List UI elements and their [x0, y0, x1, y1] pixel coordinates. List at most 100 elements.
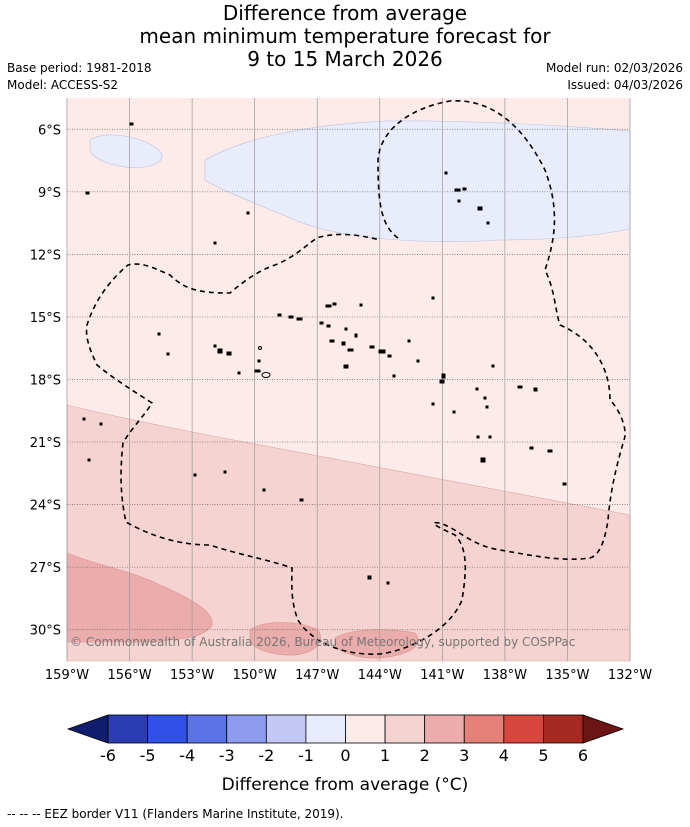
island: [319, 321, 324, 325]
island: [462, 187, 467, 191]
island: [483, 396, 487, 400]
island: [99, 422, 103, 426]
island: [223, 470, 227, 474]
lon-label: 138°W: [483, 668, 527, 683]
colorbar-tick: 3: [459, 746, 469, 765]
island: [193, 473, 197, 477]
island: [226, 351, 232, 356]
latitude-labels: 6°S 9°S 12°S 15°S 18°S 21°S 24°S 27°S 30°S: [30, 123, 61, 638]
copyright: © Commonwealth of Australia 2026, Bureau…: [70, 635, 575, 649]
island: [343, 364, 349, 369]
colorbar-tick: -3: [219, 746, 235, 765]
island: [82, 417, 86, 421]
island: [457, 199, 461, 203]
island: [217, 348, 223, 354]
lon-label: 153°W: [170, 668, 214, 683]
island: [277, 313, 282, 317]
island: [332, 302, 337, 306]
colorbar-tick: 5: [538, 746, 548, 765]
map-figure: © Commonwealth of Australia 2026, Bureau…: [30, 98, 652, 795]
island: [387, 354, 392, 358]
island: [157, 332, 161, 336]
island: [296, 317, 303, 321]
island: [416, 359, 420, 363]
lat-label: 9°S: [38, 186, 61, 201]
colorbar-segment: [463, 714, 505, 744]
island: [367, 575, 372, 580]
lon-label: 135°W: [545, 668, 589, 683]
meta-left: Base period: 1981-2018 Model: ACCESS-S2: [7, 60, 152, 94]
band-pos-2-3-mid: [249, 622, 321, 656]
colorbar-segment: [226, 714, 267, 744]
colorbar-tick: 2: [420, 746, 430, 765]
issued-date: Issued: 04/03/2026: [567, 78, 683, 92]
map-title: Difference from average mean minimum tem…: [0, 2, 690, 71]
island: [378, 349, 386, 354]
colorbar-tick: -1: [298, 746, 314, 765]
colorbar-label: Difference from average (°C): [222, 775, 469, 795]
colorbar-segment: [147, 714, 188, 744]
band-pos-2-3-west: [66, 552, 213, 643]
island: [517, 385, 523, 389]
colorbar-segment: [265, 714, 307, 744]
title-line-2: mean minimum temperature forecast for: [139, 24, 551, 48]
colorbar-segment: [503, 714, 544, 744]
lon-label: 144°W: [358, 668, 402, 683]
island: [480, 457, 486, 463]
lon-label: 147°W: [295, 668, 339, 683]
island: [258, 346, 262, 350]
island: [329, 339, 335, 343]
island: [347, 348, 354, 352]
colorbar-tick: -5: [140, 746, 156, 765]
island: [562, 482, 567, 486]
island: [237, 371, 241, 375]
meta-right: Model run: 02/03/2026 Issued: 04/03/2026: [546, 60, 683, 94]
island: [288, 315, 294, 319]
island: [257, 359, 261, 363]
island: [129, 122, 134, 126]
lat-label: 21°S: [30, 436, 61, 451]
base-period: Base period: 1981-2018: [7, 61, 152, 75]
island: [491, 364, 495, 368]
colorbar-extend-high: [582, 714, 625, 744]
island: [344, 327, 348, 331]
colorbar-segment: [107, 714, 148, 744]
island: [359, 303, 363, 307]
island: [486, 221, 490, 225]
island: [354, 333, 358, 338]
island: [87, 458, 91, 462]
island: [475, 387, 479, 391]
title-line-3: 9 to 15 March 2026: [247, 47, 443, 71]
island: [246, 211, 250, 215]
colorbar-segment: [305, 714, 346, 744]
lat-label: 15°S: [30, 311, 61, 326]
island: [85, 191, 90, 195]
island: [407, 339, 411, 343]
island: [439, 379, 445, 384]
islands: [82, 122, 567, 585]
colorbar-segment: [384, 714, 426, 744]
island: [454, 188, 461, 192]
island: [166, 352, 170, 356]
eez-footnote: -- -- -- EEZ border V11 (Flanders Marine…: [7, 807, 344, 821]
island: [547, 449, 553, 453]
lon-label: 141°W: [420, 668, 464, 683]
island: [431, 402, 435, 406]
lat-label: 18°S: [30, 374, 61, 389]
island: [325, 304, 332, 308]
island: [213, 241, 217, 245]
island: [431, 296, 435, 300]
island: [386, 581, 390, 585]
island: [533, 387, 538, 392]
lon-label: 156°W: [107, 668, 151, 683]
lon-label: 159°W: [45, 668, 89, 683]
title-line-1: Difference from average: [222, 1, 468, 25]
island: [213, 344, 217, 348]
island: [529, 446, 534, 450]
island: [488, 435, 492, 439]
colorbar-tick: 1: [380, 746, 390, 765]
colorbar-tick: -6: [100, 746, 116, 765]
island: [441, 373, 446, 379]
colorbar-tick: -2: [258, 746, 274, 765]
island: [369, 345, 375, 349]
